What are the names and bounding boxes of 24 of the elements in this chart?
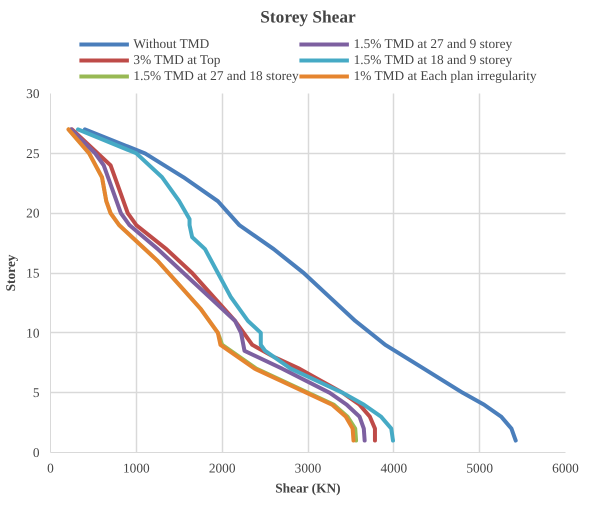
legend-label: 1.5% TMD at 27 and 9 storey: [354, 36, 512, 52]
y-tick-label: 15: [26, 266, 40, 280]
y-axis-title: Storey: [3, 254, 18, 292]
legend-label: 1.5% TMD at 27 and 18 storey: [133, 68, 299, 84]
y-tick-label: 25: [26, 146, 40, 161]
x-tick-label: 5000: [466, 460, 494, 476]
line-series: [82, 127, 518, 443]
y-tick-label: 20: [26, 206, 40, 221]
y-tick-label: 0: [32, 445, 40, 460]
x-tick-label: 0: [47, 460, 54, 476]
y-tick-label: 30: [26, 86, 40, 101]
legend-label: Without TMD: [133, 36, 210, 52]
legend-label: 1.5% TMD at 18 and 9 storey: [354, 52, 512, 68]
chart-title: Storey Shear: [260, 8, 356, 26]
y-tick-label: 10: [26, 325, 40, 340]
x-tick-label: 1000: [123, 460, 150, 476]
x-tick-label: 4000: [380, 460, 408, 476]
y-tick-label: 5: [32, 385, 40, 400]
x-tick-label: 6000: [552, 460, 580, 476]
legend-label: 3% TMD at Top: [133, 52, 220, 68]
x-axis-title: Shear (KN): [275, 480, 341, 496]
legend-label: 1% TMD at Each plan irregularity: [354, 68, 537, 84]
x-tick-label: 3000: [294, 460, 322, 476]
x-tick-label: 2000: [208, 460, 236, 476]
